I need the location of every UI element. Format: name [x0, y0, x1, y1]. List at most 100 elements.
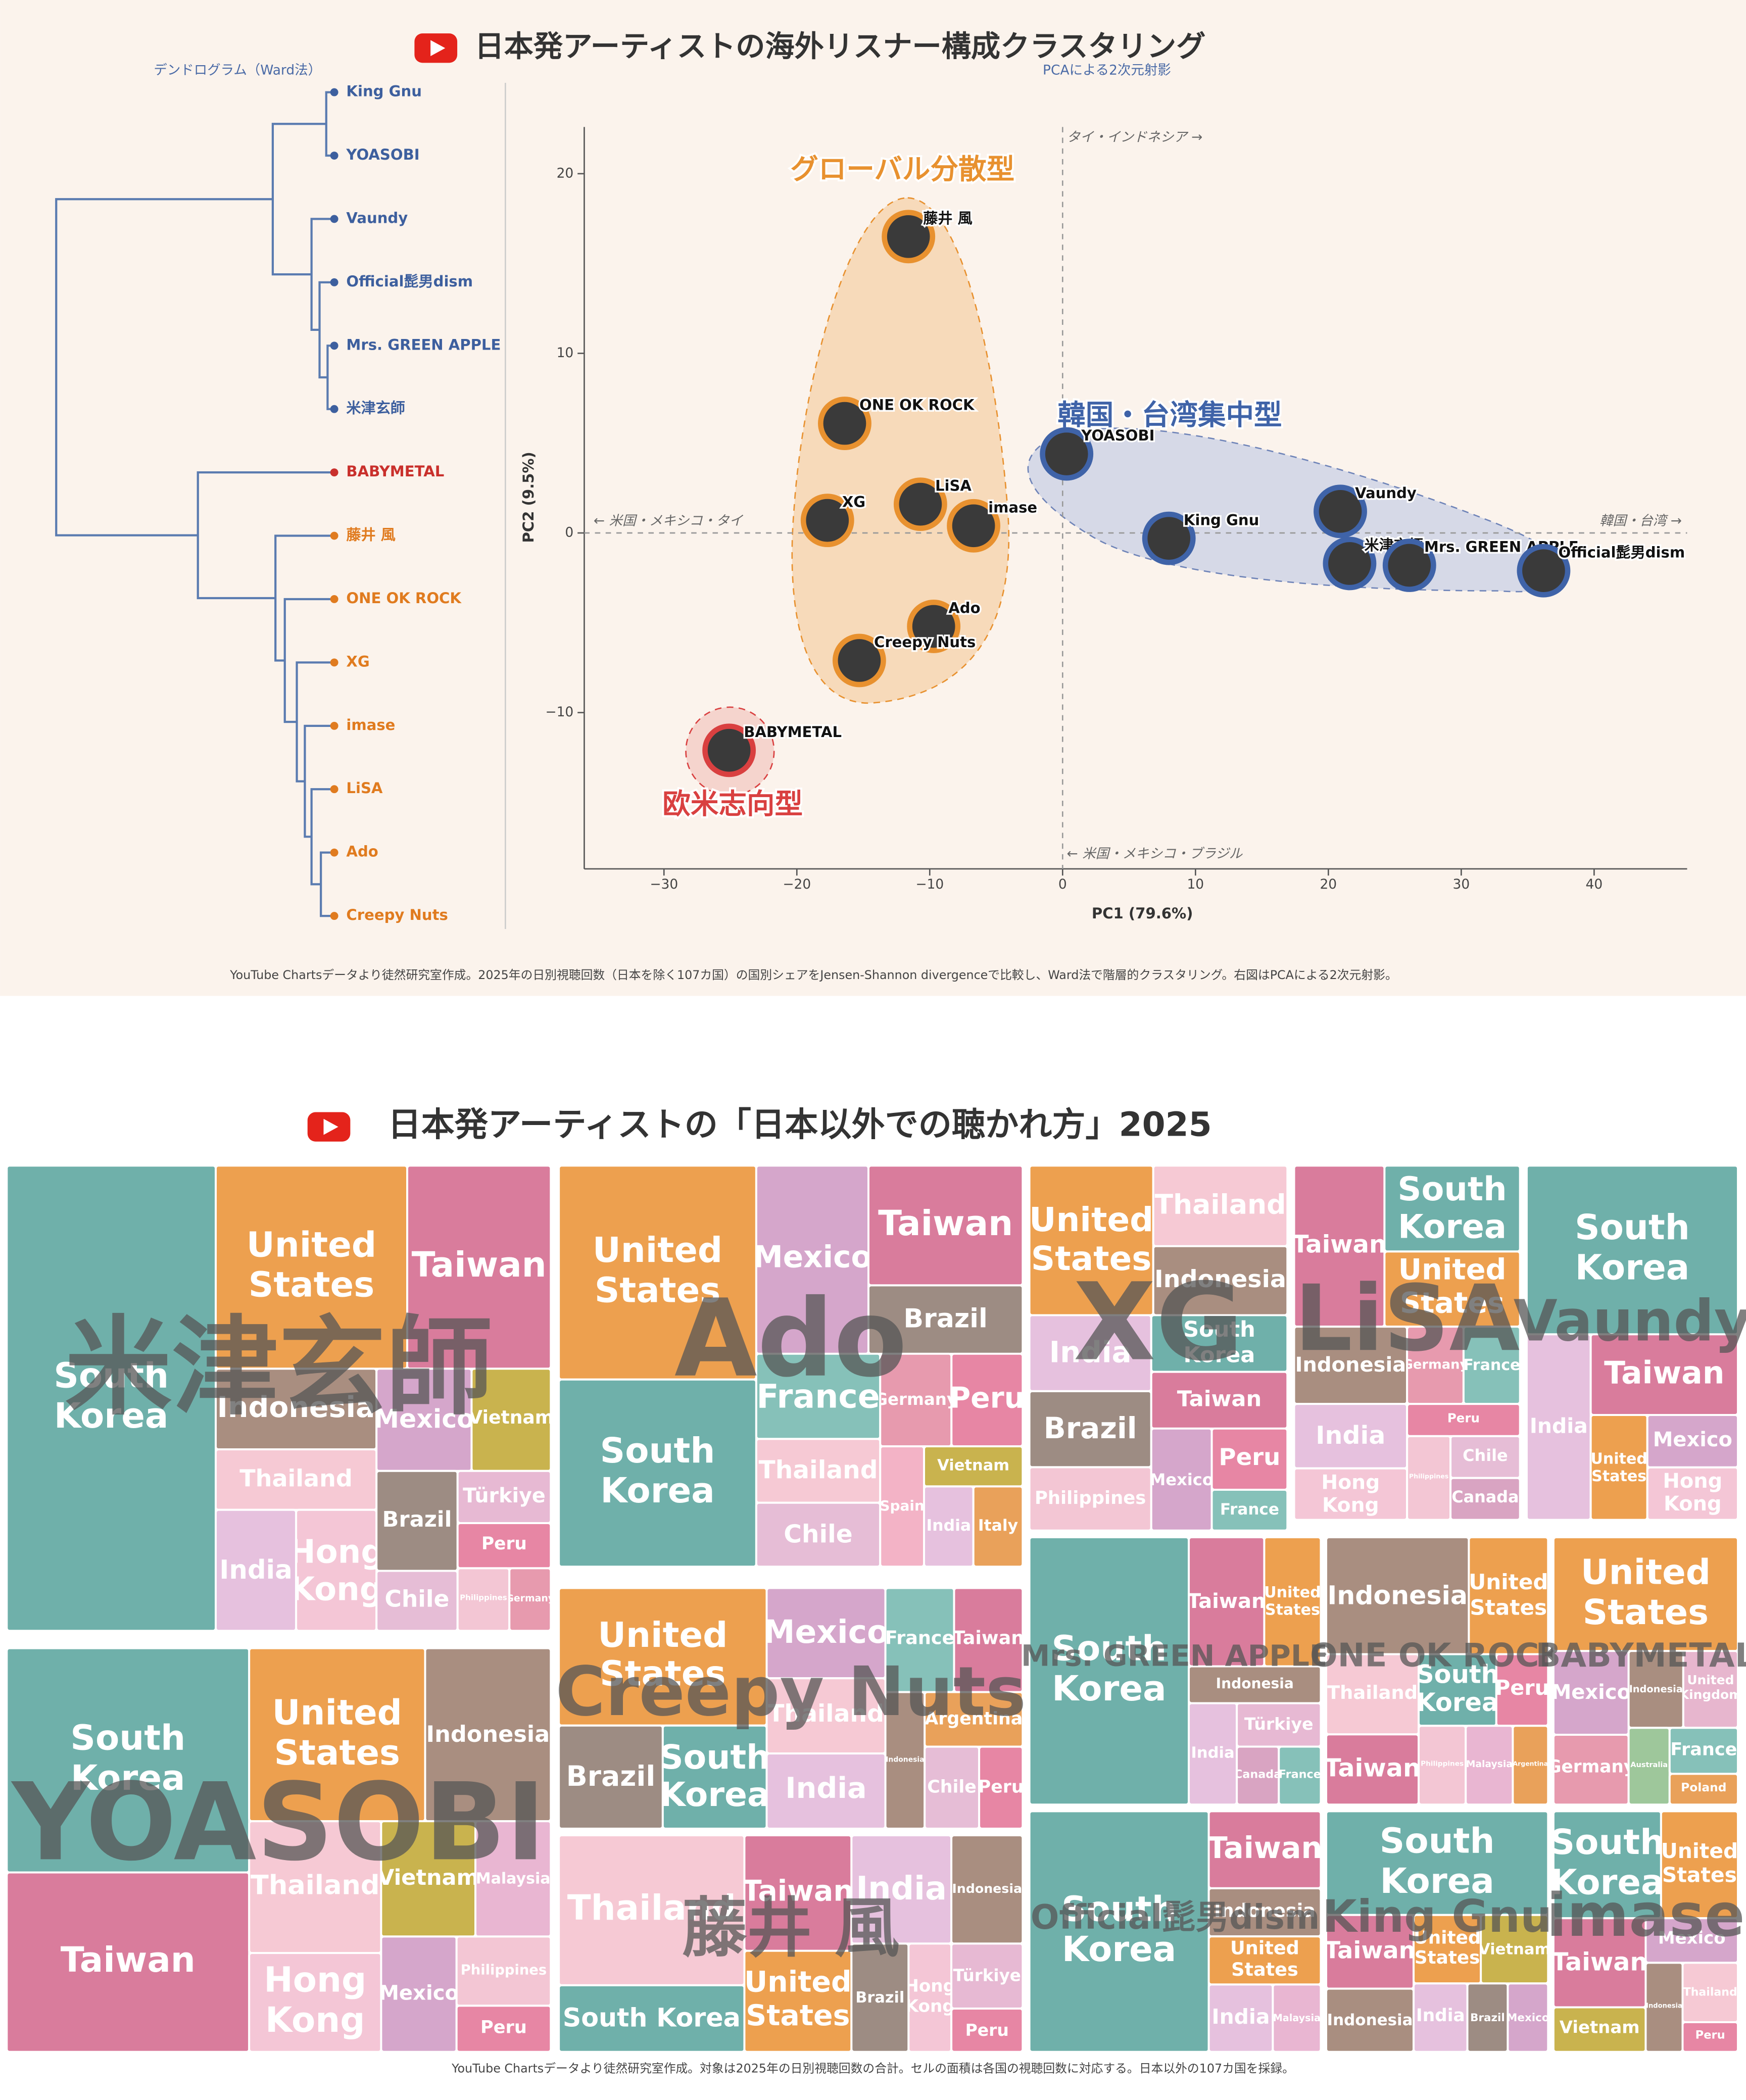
cell-label-box: Indonesia — [1154, 1266, 1286, 1293]
footnote-top: YouTube Chartsデータより徒然研究室作成。2025年の日別視聴回数（… — [229, 968, 1397, 982]
cell-label: Vietnam — [1559, 2018, 1640, 2039]
cell-label: Mexico — [766, 1613, 886, 1651]
cell-label: Thailand — [250, 1870, 380, 1901]
cell-label-box: United States — [593, 1231, 722, 1311]
treemap-cell — [1512, 1725, 1549, 1806]
x-tick-label: −10 — [915, 876, 944, 892]
artist-point — [800, 494, 854, 548]
cell-label-box: Indonesia — [886, 1756, 924, 1765]
point-label: King Gnu — [1184, 511, 1259, 528]
cell-label: Malaysia — [1466, 1758, 1513, 1771]
leaf-dot — [330, 341, 338, 350]
cell-label-box: Vietnam — [471, 1408, 551, 1429]
cell-label-box: Germany — [1407, 1358, 1464, 1373]
treemap-cell — [923, 1445, 1024, 1488]
cell-label-box: United States — [1398, 1254, 1507, 1321]
cluster-label: グローバル分散型 — [790, 153, 1014, 186]
cell-label-box: Taiwan — [1554, 1948, 1646, 1977]
y-tick-label: 10 — [557, 345, 574, 361]
cell-label: South Korea — [1379, 1822, 1495, 1902]
cluster-label: 韓国・台湾集中型 — [1057, 399, 1282, 432]
cell-label-box: Mexico — [381, 1981, 456, 2005]
cell-label-box: South Korea — [1379, 1822, 1495, 1902]
cell-label-box: Taiwan — [1294, 1231, 1385, 1259]
cell-label: Argentina — [1513, 1762, 1548, 1769]
cell-label-box: Hong Kong — [908, 1977, 951, 2017]
cell-label-box: Peru — [1219, 1446, 1280, 1473]
cell-label-box: Thailand — [1683, 1985, 1737, 1998]
cell-label: Germany — [509, 1592, 551, 1605]
cell-label: Indonesia — [217, 1391, 375, 1425]
cell-label: Peru — [979, 1777, 1023, 1798]
leaf-dot — [330, 468, 338, 477]
cell-label: India — [856, 1869, 947, 1908]
cell-label: Brazil — [855, 1987, 905, 2007]
cell-label: Thailand — [758, 1456, 878, 1485]
cell-label-box: Taiwan — [1604, 1355, 1724, 1391]
cell-label: India — [1316, 1422, 1386, 1450]
cell-label-box: South Korea — [1554, 1824, 1661, 1903]
cell-label-box: Taiwan — [61, 1941, 196, 1981]
cell-label: United States — [1469, 1570, 1548, 1620]
cell-label-box: Indonesia — [952, 1882, 1023, 1897]
cell-label-box: Malaysia — [476, 1869, 551, 1887]
cell-label: United States — [1414, 1927, 1481, 1970]
cluster-hull-global — [791, 197, 1010, 704]
cell-label: Chile — [384, 1586, 450, 1613]
cell-label: Taiwan — [1177, 1386, 1262, 1412]
cell-label: Indonesia — [952, 1882, 1023, 1897]
point-label: 藤井 風 — [923, 210, 972, 227]
cell-label-box: India — [1191, 1744, 1234, 1762]
y-tick-label: −10 — [545, 704, 573, 720]
cell-label: Mexico — [376, 1403, 472, 1435]
cell-label-box: India — [1416, 2007, 1465, 2027]
cell-label: Thailand — [1327, 1683, 1418, 1705]
cell-label-box: United States — [1029, 1200, 1153, 1278]
cell-label-box: Vietnam — [1559, 2018, 1640, 2039]
cell-label: Peru — [480, 2018, 527, 2039]
cell-label-box: Chile — [1463, 1446, 1508, 1465]
leaf-dot — [330, 215, 338, 223]
cell-label: India — [926, 1516, 972, 1535]
cell-label-box: South Korea — [600, 1432, 715, 1511]
treemap-cell — [978, 1745, 1024, 1830]
cell-label-box: Taiwan — [878, 1204, 1013, 1244]
cell-label: Indonesia — [1646, 2002, 1682, 2011]
cell-label: United States — [1029, 1200, 1153, 1278]
cell-label-box: South Korea — [663, 1737, 767, 1815]
cell-label-box: United States — [598, 1616, 728, 1695]
leaf-label: 藤井 風 — [346, 526, 395, 544]
cell-label: India — [1049, 1336, 1132, 1370]
cell-label-box: France — [1670, 1741, 1737, 1761]
leaf-dot — [330, 595, 338, 603]
cell-label: United States — [1580, 1552, 1711, 1633]
cell-label: Mexico — [1508, 2010, 1548, 2024]
cell-label: Peru — [965, 2019, 1009, 2039]
cell-label: Taiwan — [954, 1628, 1023, 1650]
x-tick-label: −30 — [650, 876, 678, 892]
cell-label-box: Taiwan — [954, 1628, 1023, 1650]
point-label: Vaundy — [1355, 484, 1417, 502]
cell-label-box: United States — [1661, 1840, 1738, 1887]
cell-label-box: France — [1220, 1500, 1279, 1518]
cell-label-box: Germany — [509, 1592, 551, 1605]
direction-note: ← 米国・メキシコ・タイ — [594, 513, 744, 528]
cell-label: South Korea — [1419, 1661, 1496, 1718]
cell-label: France — [885, 1628, 954, 1650]
cell-label-box: Vietnam — [381, 1865, 475, 1890]
cell-label-box: Argentina — [925, 1710, 1023, 1730]
point-label: imase — [988, 499, 1037, 516]
artist-watermark: LiSA — [1294, 1265, 1520, 1372]
cell-label-box: United States — [1264, 1584, 1321, 1619]
cell-label-box: Italy — [978, 1516, 1018, 1534]
cell-label-box: Mexico — [1554, 1680, 1629, 1703]
cell-label-box: Malaysia — [1466, 1758, 1513, 1771]
cell-label-box: India — [1316, 1422, 1386, 1450]
leaf-label: XG — [346, 653, 369, 670]
artist-point — [1323, 536, 1377, 591]
artist-watermark: Vaundy — [1514, 1288, 1746, 1354]
cell-label-box: South Korea — [563, 2003, 741, 2032]
cell-label: Hong Kong — [1321, 1471, 1380, 1517]
cell-label: Canada — [1237, 1768, 1279, 1781]
cell-label-box: Indonesia — [1214, 1900, 1316, 1922]
